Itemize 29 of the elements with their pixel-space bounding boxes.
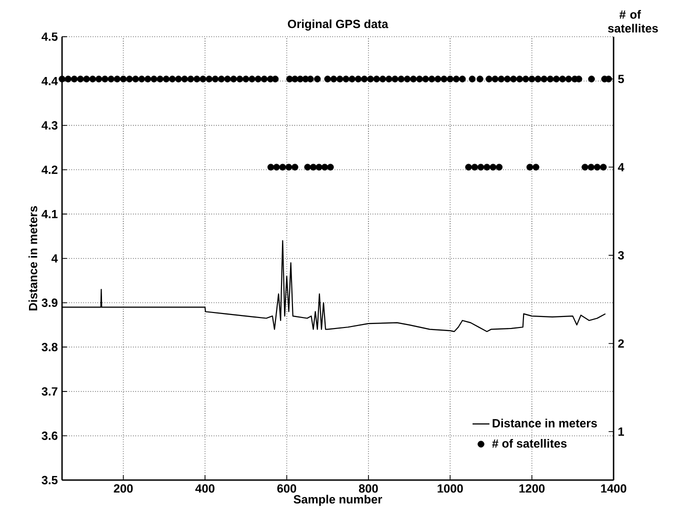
x-tick-label: 200 — [114, 484, 133, 493]
x-tick-label: 1000 — [438, 484, 463, 493]
x-tick-label: 400 — [195, 484, 214, 493]
legend-label: # of satellites — [492, 439, 567, 448]
y-tick-label: 4.2 — [42, 166, 58, 174]
y-tick-label: 3.5 — [42, 476, 58, 484]
y-tick-label: 4.4 — [42, 77, 58, 86]
y-tick-label: 4 — [51, 254, 58, 263]
x-tick-label: 800 — [358, 484, 378, 493]
legend-label: Distance in meters — [492, 418, 597, 428]
x-tick-label: 1400 — [601, 484, 626, 493]
x-axis-title: Sample number — [294, 494, 382, 506]
y-tick-label: 3.6 — [42, 432, 58, 440]
y2-tick-label: 3 — [618, 251, 624, 260]
y-tick-label: 3.8 — [42, 342, 58, 352]
chart-title: Original GPS data — [288, 20, 388, 31]
y2-tick-label: 2 — [618, 339, 624, 348]
y2-tick-label: 4 — [618, 163, 624, 172]
y2-axis-title: # of satellites — [608, 10, 658, 33]
y-tick-label: 4.1 — [42, 210, 58, 218]
y2-tick-label: 1 — [618, 428, 624, 436]
y-axis-title: Distance in meters — [28, 206, 38, 310]
y2-tick-label: 5 — [618, 74, 624, 84]
y-tick-label: 4.5 — [42, 32, 58, 41]
x-tick-label: 600 — [277, 484, 296, 493]
x-tick-label: 1200 — [519, 484, 545, 493]
y-tick-label: 3.7 — [42, 387, 58, 396]
y-tick-label: 3.9 — [42, 298, 58, 308]
y-tick-label: 4.3 — [42, 121, 58, 130]
